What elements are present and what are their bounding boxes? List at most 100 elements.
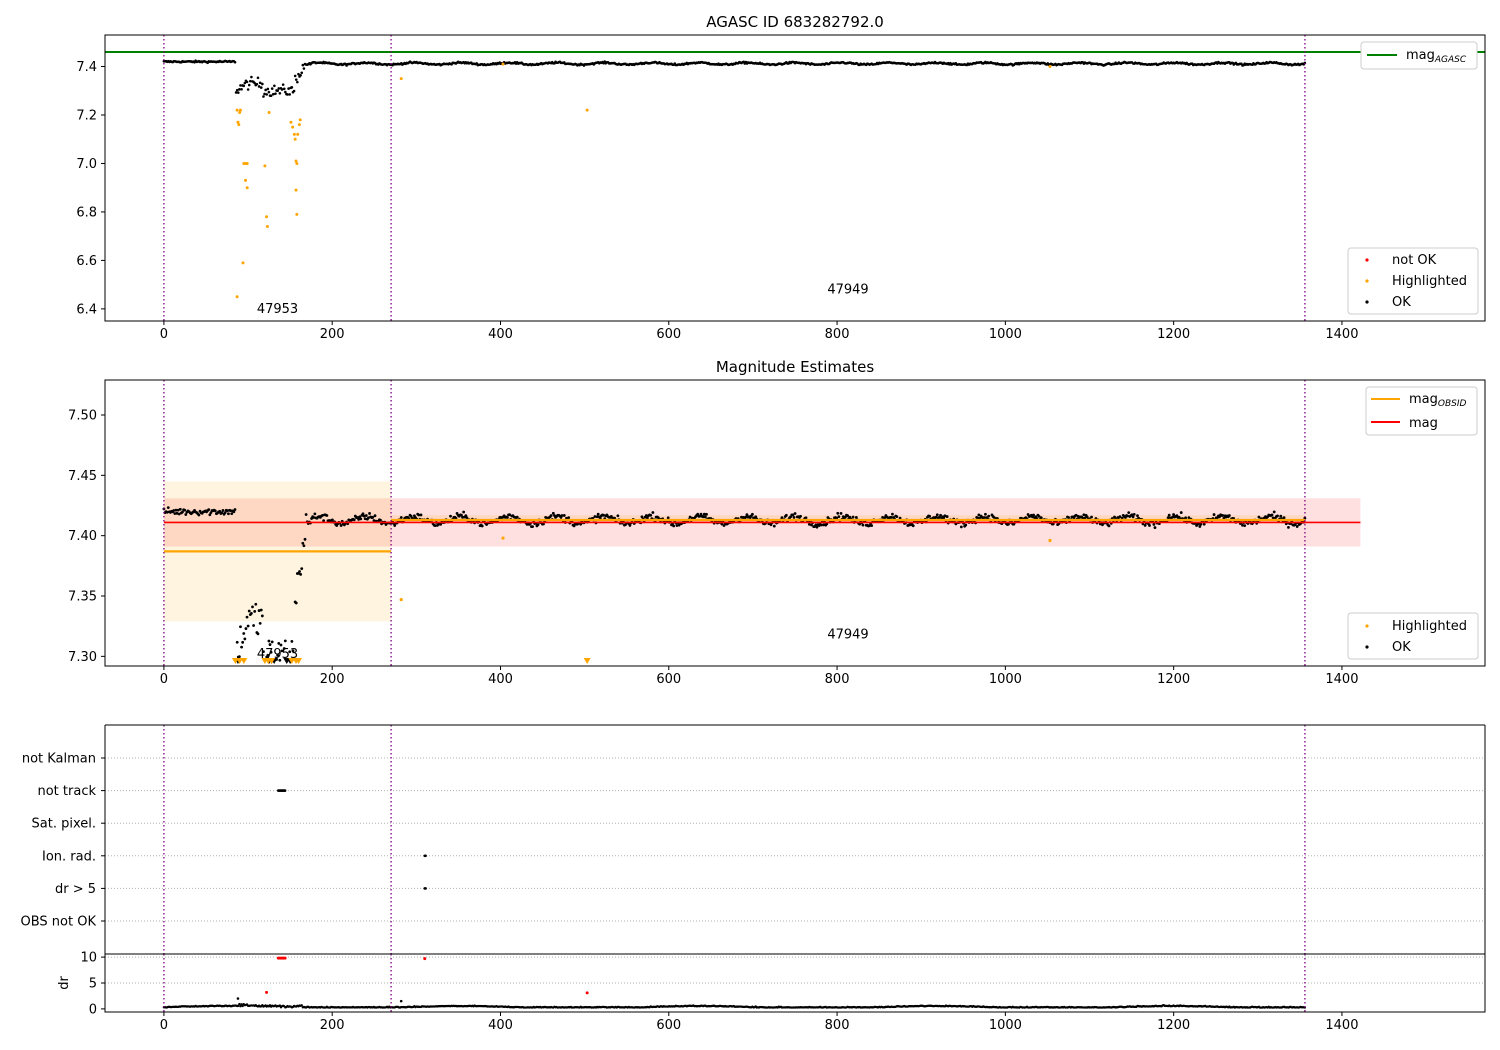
ok-point — [508, 513, 511, 517]
ok-point — [1116, 516, 1120, 519]
ok-point — [579, 522, 583, 526]
panel-agasc: AGASC ID 683282792.0 47953 47949 0 200 400 6… — [76, 13, 1486, 342]
ok-point — [321, 513, 324, 517]
ok-point — [280, 649, 284, 653]
ok-point — [284, 90, 287, 94]
ok-point — [939, 513, 942, 517]
ok-point — [780, 516, 784, 520]
ok-point — [409, 514, 413, 518]
ok-point — [175, 511, 179, 515]
legend-highlighted-2: Highlighted — [1392, 619, 1467, 634]
ok-point — [945, 515, 949, 518]
ok-point — [262, 650, 265, 653]
ok-point — [791, 513, 795, 517]
ok-point — [839, 512, 843, 515]
x-tick-label: 800 — [825, 672, 850, 687]
highlighted-point — [292, 132, 296, 136]
ok-point — [251, 605, 254, 609]
x-tick-label: 200 — [320, 672, 345, 687]
ok-point — [245, 615, 249, 619]
ok-point — [271, 92, 275, 96]
flag-point — [424, 854, 427, 858]
ok-point — [208, 513, 212, 517]
ok-point — [278, 1004, 282, 1007]
ok-point — [290, 86, 294, 89]
panel-dr-plot-area — [105, 954, 1485, 1012]
ok-point — [265, 93, 269, 96]
flag-point — [424, 887, 427, 890]
obsid-label: 47949 — [827, 628, 868, 643]
ok-point — [225, 509, 229, 513]
panel-dr-y-axis: 0 5 10 — [80, 951, 105, 1017]
ok-point — [372, 519, 376, 522]
ok-point — [250, 612, 253, 615]
ok-point — [263, 92, 266, 96]
ok-point — [302, 544, 306, 548]
ok-point — [751, 512, 754, 516]
ok-point — [672, 524, 676, 528]
ok-point — [868, 524, 871, 528]
ok-point — [363, 517, 367, 521]
ok-point — [273, 84, 276, 88]
y-tick-label: 6.4 — [76, 302, 97, 317]
ok-point — [891, 512, 894, 516]
ok-point — [249, 79, 252, 83]
x-tick-label: 800 — [825, 327, 850, 342]
highlighted-offscale-marker — [268, 658, 276, 664]
highlighted-point — [263, 164, 267, 168]
ok-point — [964, 523, 968, 527]
legend-highlighted: Highlighted — [1392, 274, 1467, 289]
ok-point — [462, 510, 466, 514]
ok-point — [243, 81, 247, 85]
ok-point — [595, 515, 599, 519]
ok-point — [252, 624, 256, 627]
ok-point — [379, 518, 382, 522]
panel-magnitude-point-legend: Highlighted OK — [1347, 612, 1479, 660]
ok-point — [889, 515, 893, 519]
ok-point — [294, 601, 298, 605]
ok-point — [300, 567, 304, 571]
ok-point — [696, 512, 700, 516]
ok-point — [461, 515, 464, 519]
highlighted-point — [245, 161, 249, 165]
ok-point — [1074, 513, 1078, 517]
ok-point — [705, 512, 708, 516]
ok-point — [499, 515, 503, 519]
ok-point — [288, 650, 292, 654]
flag-label: Sat. pixel. — [32, 817, 96, 832]
highlighted-offscale-marker — [295, 658, 303, 664]
ok-point — [290, 639, 294, 643]
ok-point — [1107, 524, 1111, 528]
highlighted-point — [1048, 538, 1052, 543]
ok-point — [367, 516, 370, 520]
ok-point — [513, 515, 517, 519]
ok-point — [368, 512, 371, 515]
ok-point — [640, 515, 644, 519]
ok-point — [276, 653, 280, 657]
ok-point — [784, 513, 788, 517]
y-tick-label: 5 — [89, 977, 97, 992]
panel-dr: 0 200 400 600 800 1000 1200 1400 0 5 10 dr — [57, 951, 1486, 1033]
ok-point — [270, 640, 274, 644]
panel-magnitude-frame — [104, 379, 1486, 667]
ok-point — [754, 515, 758, 519]
ok-point — [602, 513, 606, 517]
ok-point — [567, 516, 571, 520]
flag-label: Ion. rad. — [42, 849, 96, 864]
ok-point — [213, 509, 217, 513]
highlighted-point — [244, 178, 248, 182]
ok-point — [699, 512, 703, 516]
y-tick-label: 7.30 — [68, 650, 97, 665]
ok-point — [649, 513, 653, 517]
ok-point — [239, 1005, 242, 1008]
ok-point — [854, 516, 858, 519]
ok-point — [246, 624, 250, 628]
highlighted-point — [501, 536, 505, 540]
ok-point — [325, 514, 329, 517]
ok-point — [1272, 510, 1276, 514]
ok-point — [644, 514, 648, 517]
ok-point — [276, 89, 279, 93]
ok-point — [300, 1004, 303, 1007]
ok-point — [322, 519, 326, 523]
